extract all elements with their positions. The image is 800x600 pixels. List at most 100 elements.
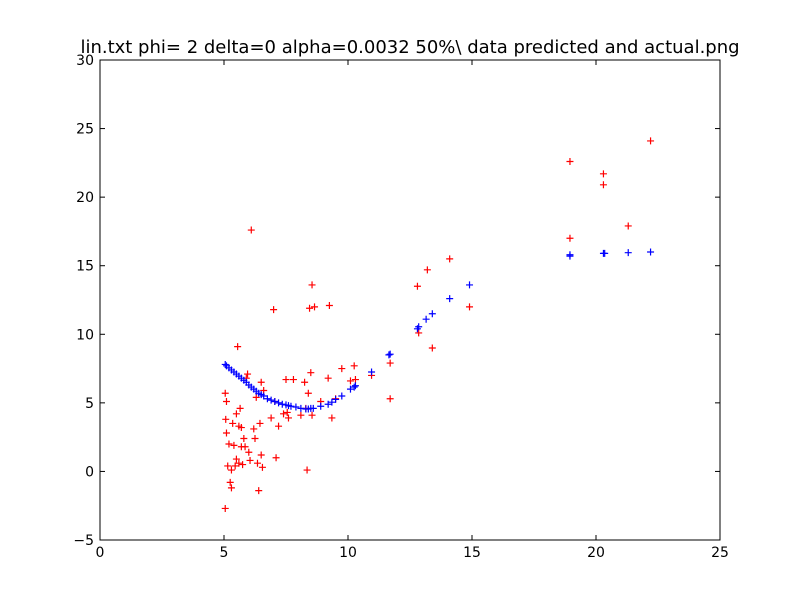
data-point	[289, 376, 297, 384]
y-tick-label: 25	[76, 122, 94, 138]
data-point	[257, 451, 265, 459]
data-point	[267, 414, 275, 422]
data-point	[226, 478, 234, 486]
data-point	[332, 395, 340, 403]
data-point	[351, 376, 359, 384]
x-axis: 0 5 10 15 20 25	[96, 60, 729, 561]
data-point	[413, 282, 421, 290]
data-point	[466, 281, 474, 289]
data-point	[245, 448, 253, 456]
data-point	[446, 255, 454, 263]
data-point	[647, 248, 655, 256]
data-point	[257, 378, 265, 386]
data-point	[267, 396, 275, 404]
data-point	[304, 389, 312, 397]
data-point	[275, 399, 283, 407]
x-tick-label: 0	[96, 545, 105, 561]
data-point	[324, 374, 332, 382]
data-point	[255, 487, 263, 495]
y-tick-label: 20	[76, 190, 94, 206]
data-point	[566, 252, 574, 260]
data-point	[230, 441, 238, 449]
data-point	[260, 392, 268, 400]
data-point	[253, 459, 261, 467]
data-point	[351, 382, 359, 390]
data-point	[263, 395, 271, 403]
data-point	[328, 414, 336, 422]
data-point	[237, 424, 245, 432]
data-point	[236, 404, 244, 412]
data-point	[423, 266, 431, 274]
data-point	[325, 301, 333, 309]
y-tick-label: 5	[85, 396, 94, 412]
data-point	[346, 377, 354, 385]
data-point	[297, 411, 305, 419]
x-tick-label: 20	[587, 545, 605, 561]
data-point	[624, 249, 632, 257]
data-point	[283, 408, 291, 416]
data-point	[301, 378, 309, 386]
data-point	[224, 462, 232, 470]
data-point	[235, 459, 243, 467]
data-point	[222, 415, 230, 423]
y-tick-label: 30	[76, 53, 94, 69]
data-point	[368, 368, 376, 376]
y-tick-label: −5	[73, 533, 94, 549]
data-point	[422, 315, 430, 323]
data-point	[307, 369, 315, 377]
data-point	[251, 435, 259, 443]
data-point	[324, 400, 332, 408]
data-point	[386, 350, 394, 358]
data-point	[271, 397, 279, 405]
data-point	[222, 397, 230, 405]
data-point	[338, 365, 346, 373]
data-point	[309, 404, 317, 412]
data-point	[234, 343, 242, 351]
data-point	[385, 351, 393, 359]
y-tick-label: 10	[76, 327, 94, 343]
data-point	[386, 359, 394, 367]
data-point	[601, 249, 609, 257]
data-point	[386, 395, 394, 403]
data-point	[303, 466, 311, 474]
data-point	[428, 310, 436, 318]
y-tick-label: 0	[85, 464, 94, 480]
data-point	[466, 303, 474, 311]
data-point	[624, 222, 632, 230]
data-point	[250, 425, 258, 433]
plot-frame	[99, 59, 721, 541]
data-point	[231, 462, 239, 470]
data-point	[247, 226, 255, 234]
x-tick-label: 5	[220, 545, 229, 561]
data-point	[317, 402, 325, 410]
data-point	[225, 440, 233, 448]
data-point	[566, 157, 574, 165]
data-point	[346, 385, 354, 393]
x-tick-label: 25	[711, 545, 729, 561]
data-point	[232, 455, 240, 463]
data-point	[227, 484, 235, 492]
data-point	[308, 281, 316, 289]
data-point	[311, 303, 319, 311]
data-point	[297, 404, 305, 412]
data-point	[275, 422, 283, 430]
data-point	[246, 456, 254, 464]
data-point	[240, 435, 248, 443]
data-point	[222, 429, 230, 437]
data-point	[284, 414, 292, 422]
data-point	[252, 393, 260, 401]
y-axis: −5 0 5 10 15 20 25 30	[73, 53, 720, 549]
series-1	[221, 248, 655, 413]
data-points	[221, 137, 655, 512]
data-point	[221, 504, 229, 512]
data-point	[428, 344, 436, 352]
x-tick-label: 10	[339, 545, 357, 561]
chart-title: lin.txt phi= 2 delta=0 alpha=0.0032 50%\…	[80, 37, 739, 58]
data-point	[415, 323, 423, 331]
data-point	[256, 419, 264, 427]
data-point	[328, 398, 336, 406]
data-point	[221, 389, 229, 397]
data-point	[280, 410, 288, 418]
data-point	[446, 295, 454, 303]
data-point	[350, 362, 358, 370]
